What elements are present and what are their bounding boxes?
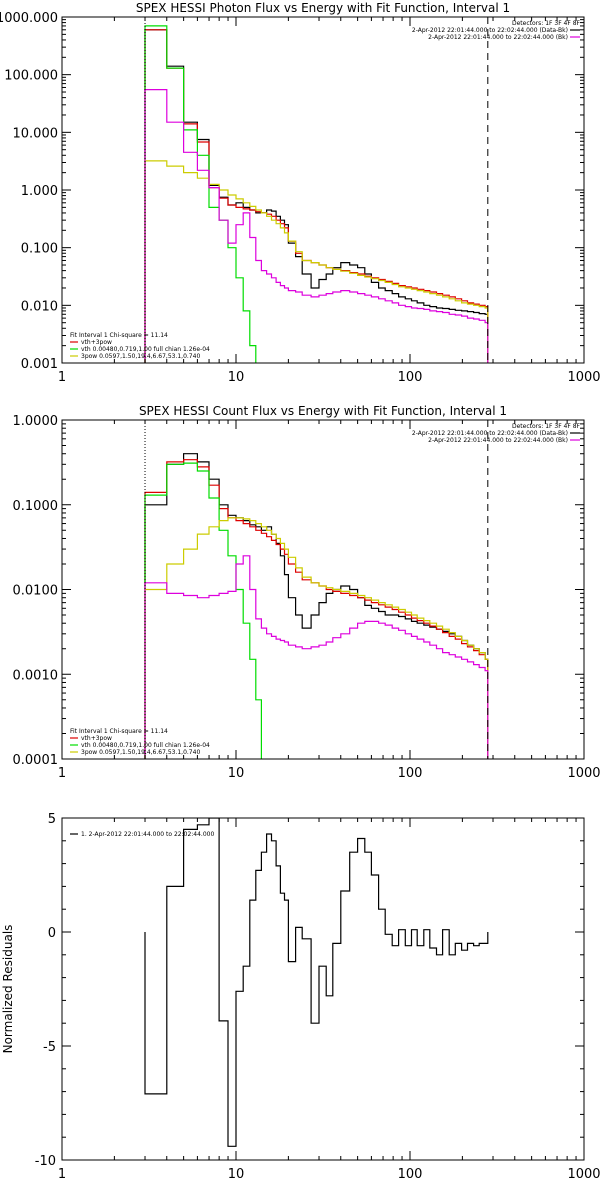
legend-entry-label: 2-Apr-2012 22:01:44.000 to 22:02:44.000 …	[412, 27, 568, 34]
y-tick-label: 0	[48, 926, 56, 941]
photon-flux-panel: SPEX HESSI Photon Flux vs Energy with Fi…	[0, 1, 600, 385]
x-tick-label: 10	[228, 370, 245, 385]
y-tick-label: 0.0010	[13, 668, 59, 683]
x-tick-label: 10	[228, 766, 245, 781]
legend-entry-label: vth+3pow	[81, 735, 112, 742]
legend-entry-label: 2-Apr-2012 22:01:44.000 to 22:02:44.000 …	[428, 34, 568, 41]
legend-header: Detectors: 1F 3F 4F 8F	[512, 423, 581, 430]
count-flux-panel: SPEX HESSI Count Flux vs Energy with Fit…	[13, 404, 600, 781]
legend-entry-label: 3pow 0.0597,1.50,19.4,6.67,53.1,0.740	[81, 749, 200, 756]
x-tick-label: 1	[58, 766, 66, 781]
legend-entry-label: 2-Apr-2012 22:01:44.000 to 22:02:44.000 …	[412, 430, 568, 437]
x-tick-label: 100	[398, 370, 423, 385]
y-tick-label: 0.0100	[13, 584, 59, 599]
series-line-0	[144, 818, 489, 1147]
y-tick-label: 1000.000	[0, 11, 58, 26]
fit-legend-header: Fit Interval 1 Chi-square = 11.14	[70, 728, 168, 735]
fit-legend-header: Fit Interval 1 Chi-square = 11.14	[70, 332, 168, 339]
legend-entry-label: vth 0.00480,0.719,1.00 full chian 1.26e-…	[81, 346, 210, 353]
series-line-4	[144, 555, 489, 759]
legend-entry-label: 2-Apr-2012 22:01:44.000 to 22:02:44.000 …	[428, 437, 568, 444]
y-tick-label: 10.000	[13, 126, 59, 141]
y-tick-label: 0.010	[21, 299, 58, 314]
plot-frame	[61, 419, 585, 760]
residuals-panel: 1 10 100 1000 -10 -5 0 5 Normalized Residuals 1. …	[1, 812, 600, 1182]
y-tick-label: 0.0001	[13, 753, 59, 768]
series-line-1	[144, 459, 489, 759]
x-tick-label: 10	[228, 1167, 245, 1182]
y-tick-label: 1.0000	[13, 414, 59, 429]
y-tick-label: 5	[48, 812, 56, 827]
series-line-1	[144, 29, 489, 363]
x-tick-label: 100	[398, 1167, 423, 1182]
chart-title: SPEX HESSI Count Flux vs Energy with Fit…	[139, 404, 507, 418]
y-tick-label: -10	[35, 1154, 56, 1169]
y-tick-label: 100.000	[4, 69, 58, 84]
y-tick-label: 1.000	[21, 184, 58, 199]
series-line-3	[144, 517, 489, 759]
y-tick-label: 0.1000	[13, 499, 59, 514]
y-tick-label: -5	[43, 1040, 56, 1055]
series-line-3	[144, 160, 489, 363]
legend-entry-label: 3pow 0.0597,1.50,19.4,6.67,53.1,0.740	[81, 353, 200, 360]
series-group	[144, 453, 489, 759]
legend-header: Detectors: 1F 3F 4F 8F	[512, 20, 581, 27]
series-line-0	[144, 29, 489, 363]
series-group	[144, 818, 489, 1147]
series-group	[144, 25, 489, 363]
x-tick-label: 1000	[567, 766, 600, 781]
x-tick-label: 1	[58, 370, 66, 385]
plot-frame	[61, 817, 585, 1161]
y-tick-label: 0.001	[21, 357, 58, 372]
series-line-4	[144, 89, 489, 363]
x-tick-label: 100	[398, 766, 423, 781]
series-line-2	[144, 25, 257, 363]
y-axis-label: Normalized Residuals	[1, 925, 15, 1054]
x-tick-label: 1000	[567, 1167, 600, 1182]
series-line-2	[144, 462, 262, 759]
x-tick-label: 1	[58, 1167, 66, 1182]
legend-entry-label: 1. 2-Apr-2012 22:01:44.000 to 22:02:44.0…	[81, 831, 214, 838]
legend-entry-label: vth+3pow	[81, 339, 112, 346]
plot-frame	[61, 16, 585, 364]
y-tick-label: 0.100	[21, 242, 58, 257]
x-tick-label: 1000	[567, 370, 600, 385]
legend-entry-label: vth 0.00480,0.719,1.00 full chian 1.26e-…	[81, 742, 210, 749]
chart-title: SPEX HESSI Photon Flux vs Energy with Fi…	[136, 1, 510, 15]
series-line-0	[144, 453, 489, 759]
